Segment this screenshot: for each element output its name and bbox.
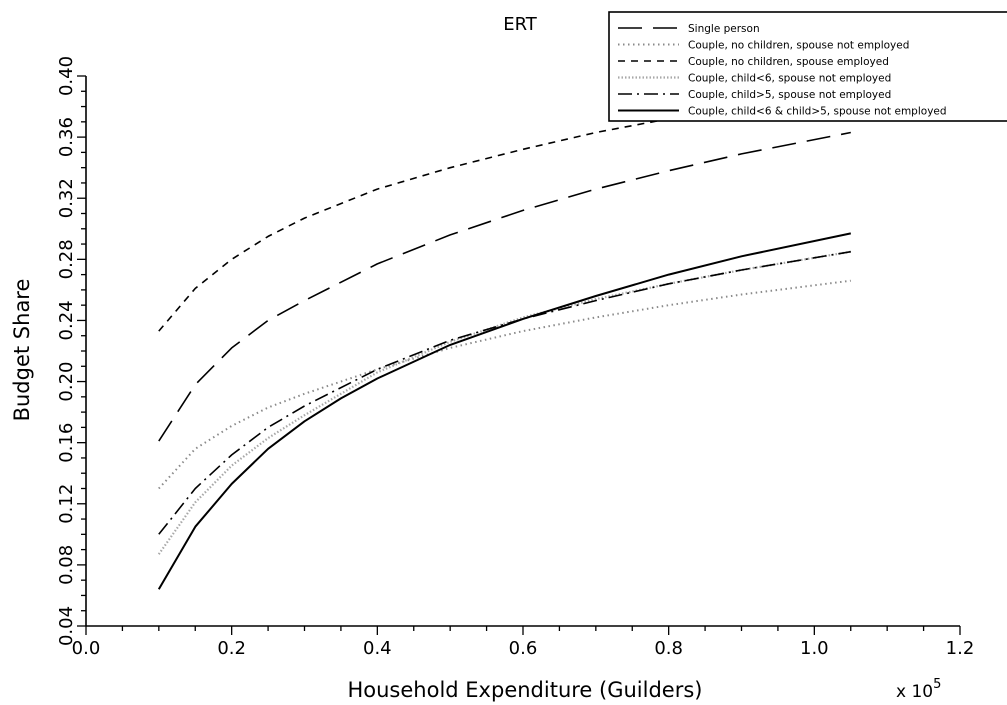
- x-tick-label: 0.8: [654, 638, 683, 659]
- series-line-4: [157, 250, 851, 555]
- y-tick-label: 0.32: [56, 178, 77, 218]
- legend-label-6: Couple, child<6 & child>5, spouse not em…: [688, 106, 947, 118]
- labels: ERT Household Expenditure (Guilders) Bud…: [10, 14, 941, 702]
- x-tick-label: 1.2: [946, 638, 975, 659]
- series-line-3: [158, 118, 669, 332]
- y-tick-label: 0.04: [56, 606, 77, 646]
- y-tick-label: 0.16: [56, 423, 77, 463]
- x-tick-label: 0.0: [72, 638, 101, 659]
- chart-title: ERT: [503, 14, 538, 35]
- legend-label-3: Couple, no children, spouse employed: [688, 56, 889, 68]
- x-axis-title: Household Expenditure (Guilders): [347, 678, 702, 702]
- x-tick-label: 0.4: [363, 638, 392, 659]
- series-line-5: [158, 250, 851, 535]
- x-tick-label: 0.6: [509, 638, 538, 659]
- y-tick-label: 0.12: [56, 484, 77, 524]
- series-line-6: [157, 232, 852, 590]
- legend: Single person Couple, no children, spouse…: [608, 11, 1007, 122]
- y-tick-label: 0.28: [56, 239, 77, 279]
- series-line-2: [158, 279, 851, 490]
- legend-label-1: Single person: [688, 23, 760, 35]
- axes: 0.040.080.120.160.200.240.280.320.360.40…: [56, 56, 974, 659]
- x-tick-label: 0.2: [217, 638, 246, 659]
- series-line-1: [158, 131, 851, 442]
- x-tick-label: 1.0: [800, 638, 829, 659]
- y-tick-label: 0.20: [56, 362, 77, 402]
- legend-label-2: Couple, no children, spouse not employed: [688, 40, 909, 52]
- legend-label-4: Couple, child<6, spouse not employed: [688, 73, 891, 85]
- legend-label-5: Couple, child>5, spouse not employed: [688, 89, 891, 101]
- legend-box: [608, 11, 1007, 122]
- y-axis-title: Budget Share: [10, 279, 34, 422]
- y-tick-label: 0.24: [56, 300, 77, 340]
- x-axis-multiplier: x 105: [896, 677, 941, 702]
- y-tick-label: 0.08: [56, 545, 77, 585]
- y-tick-label: 0.36: [56, 117, 77, 157]
- series-layer: [157, 118, 852, 590]
- y-tick-label: 0.40: [56, 56, 77, 96]
